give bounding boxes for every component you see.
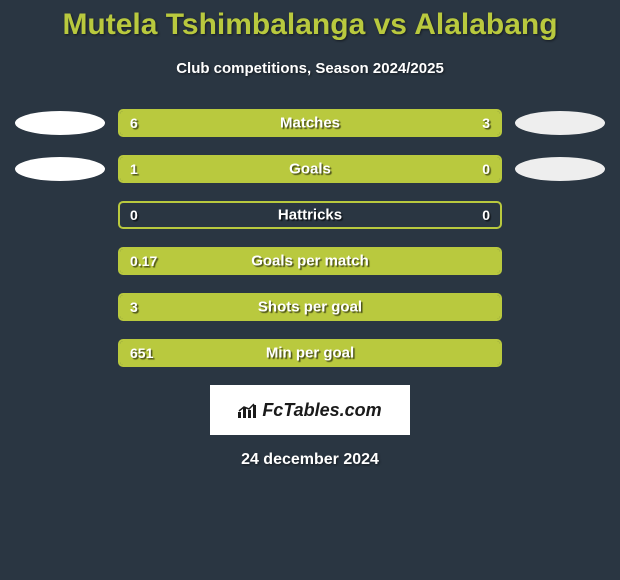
stats-container: 6 Matches 3 1 Goals 0 0 Hattricks 0 0.17 Goals per… (0, 109, 620, 367)
logo-box: FcTables.com (210, 385, 410, 435)
stat-bar: 3 Shots per goal (118, 293, 502, 321)
stat-value-left: 6 (130, 115, 138, 131)
stat-row: 1 Goals 0 (10, 155, 610, 183)
stat-label: Hattricks (278, 207, 342, 224)
stat-label: Goals per match (251, 253, 369, 270)
stat-bar: 6 Matches 3 (118, 109, 502, 137)
stat-label: Goals (289, 161, 331, 178)
stat-bar: 651 Min per goal (118, 339, 502, 367)
stat-row: 6 Matches 3 (10, 109, 610, 137)
stat-label: Shots per goal (258, 299, 362, 316)
stat-row: 0.17 Goals per match (10, 247, 610, 275)
stat-value-left: 3 (130, 299, 138, 315)
bar-fill-right (373, 111, 500, 135)
stat-row: 3 Shots per goal (10, 293, 610, 321)
stat-value-left: 0 (130, 207, 138, 223)
stat-bar: 1 Goals 0 (118, 155, 502, 183)
stat-label: Matches (280, 115, 340, 132)
stat-bar: 0.17 Goals per match (118, 247, 502, 275)
player-avatar-right (510, 109, 610, 137)
logo-text: FcTables.com (262, 400, 381, 421)
page-title: Mutela Tshimbalanga vs Alalabang (0, 0, 620, 42)
stat-label: Min per goal (266, 345, 354, 362)
stat-value-left: 0.17 (130, 253, 157, 269)
stat-bar: 0 Hattricks 0 (118, 201, 502, 229)
player-avatar-left (10, 155, 110, 183)
date-label: 24 december 2024 (0, 451, 620, 469)
stat-value-right: 3 (482, 115, 490, 131)
subtitle: Club competitions, Season 2024/2025 (0, 60, 620, 77)
player-avatar-left (10, 109, 110, 137)
stat-row: 0 Hattricks 0 (10, 201, 610, 229)
stat-value-left: 651 (130, 345, 153, 361)
stat-value-right: 0 (482, 207, 490, 223)
stat-row: 651 Min per goal (10, 339, 610, 367)
chart-icon (238, 402, 258, 418)
stat-value-right: 0 (482, 161, 490, 177)
stat-value-left: 1 (130, 161, 138, 177)
player-avatar-right (510, 155, 610, 183)
